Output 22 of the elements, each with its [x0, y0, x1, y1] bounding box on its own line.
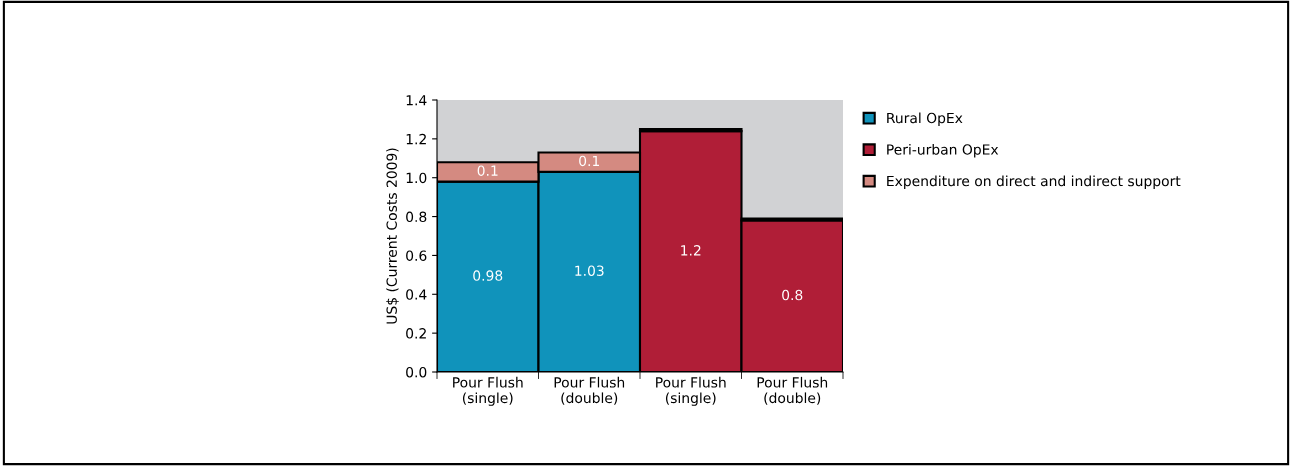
data-label: 0.1 [579, 155, 600, 167]
y-tick-label: 1.4 [406, 95, 427, 106]
y-tick-label: 0.4 [406, 289, 427, 300]
legend-label: Expenditure on direct and indirect support [887, 175, 1181, 189]
y-tick-label: 0.0 [406, 366, 427, 378]
y-tick-label: 0.8 [406, 211, 427, 223]
data-label: 1.2 [681, 245, 701, 256]
data-label: 1.03 [575, 265, 604, 276]
x-tick-label: Pour Flush (single) [656, 376, 726, 406]
legend-label: Peri-urban OpEx [887, 144, 999, 158]
x-tick-label: Pour Flush (double) [554, 376, 625, 405]
y-tick-label: 1.0 [406, 172, 427, 184]
data-label: 0.98 [473, 270, 503, 281]
y-tick-label: 0.6 [406, 250, 427, 261]
data-label: 0.1 [477, 165, 498, 176]
x-tick-label: Pour Flush (double) [757, 376, 828, 405]
x-tick-label: Pour Flush (single) [453, 376, 523, 406]
y-tick-label: 1.2 [406, 133, 426, 145]
legend-label: Rural OpEx [887, 112, 963, 126]
y-tick-label: 0.2 [406, 328, 426, 339]
data-label: 0.8 [782, 289, 803, 301]
y-axis-title: US$ (Current Costs 2009) [386, 148, 399, 324]
